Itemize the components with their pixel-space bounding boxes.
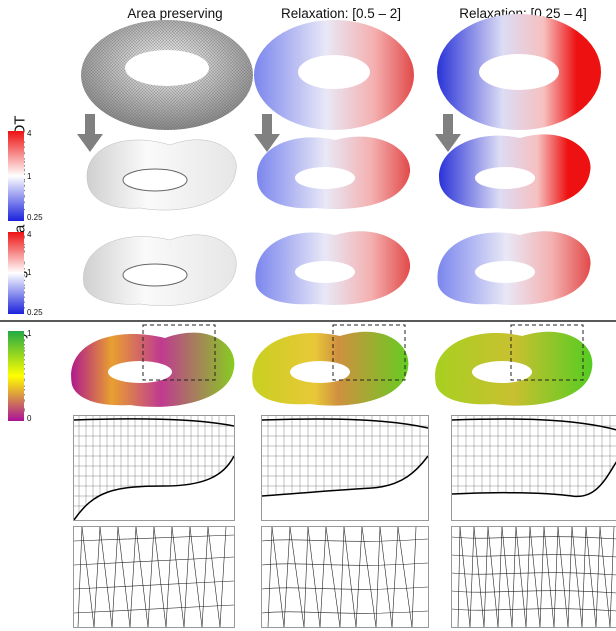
colorbar-area-bottom <box>8 232 24 314</box>
column-title-relaxation-025-4: Relaxation: [0.25 – 4] <box>459 6 587 21</box>
shape-row3-relaxation-025-4 <box>437 231 591 305</box>
column-title-area-preserving: Area preserving <box>127 6 223 21</box>
colorbar-conformality-min: 0 <box>27 414 32 423</box>
shape-row3-relaxation-05-2 <box>255 231 411 305</box>
zoom-panel-mesh-relaxation-05-2 <box>261 415 429 521</box>
shape-row2-area-preserving <box>86 139 237 211</box>
zoom-panel-triangles-relaxation-05-2 <box>261 526 429 628</box>
torus-area-preserving <box>81 20 253 130</box>
column-title-relaxation-05-2: Relaxation: [0.5 – 2] <box>280 6 402 21</box>
shape-row2-relaxation-05-2 <box>256 136 411 210</box>
colorbar-area-top <box>8 131 24 221</box>
torus-relaxation-05-2 <box>254 20 414 130</box>
colorbar-conformality-max: 1 <box>27 329 32 338</box>
shape-conformality-relaxation-025-4 <box>435 324 593 406</box>
zoom-panel-triangles-area-preserving <box>73 526 235 628</box>
shape-conformality-area-preserving <box>71 324 235 407</box>
shape-row3-area-preserving <box>83 234 237 306</box>
zoom-panel-mesh-area-preserving <box>73 415 235 521</box>
zoom-panel-mesh-relaxation-025-4 <box>451 415 616 521</box>
shape-conformality-relaxation-05-2 <box>252 324 409 406</box>
shape-row2-relaxation-025-4 <box>439 134 591 210</box>
colorbar-area-top-max: 4 <box>27 129 32 138</box>
zoom-panel-triangles-relaxation-025-4 <box>451 526 616 628</box>
colorbar-area-top-mid: 1 <box>27 172 32 181</box>
colorbar-area-bottom-mid: 1 <box>27 268 32 277</box>
colorbar-area-top-min: 0.25 <box>27 213 43 222</box>
colorbar-area-bottom-min: 0.25 <box>27 308 43 317</box>
arrow-down-icon <box>77 114 461 152</box>
colorbar-area-bottom-max: 4 <box>27 230 32 239</box>
colorbar-conformality <box>8 331 24 421</box>
torus-relaxation-025-4 <box>437 14 601 130</box>
